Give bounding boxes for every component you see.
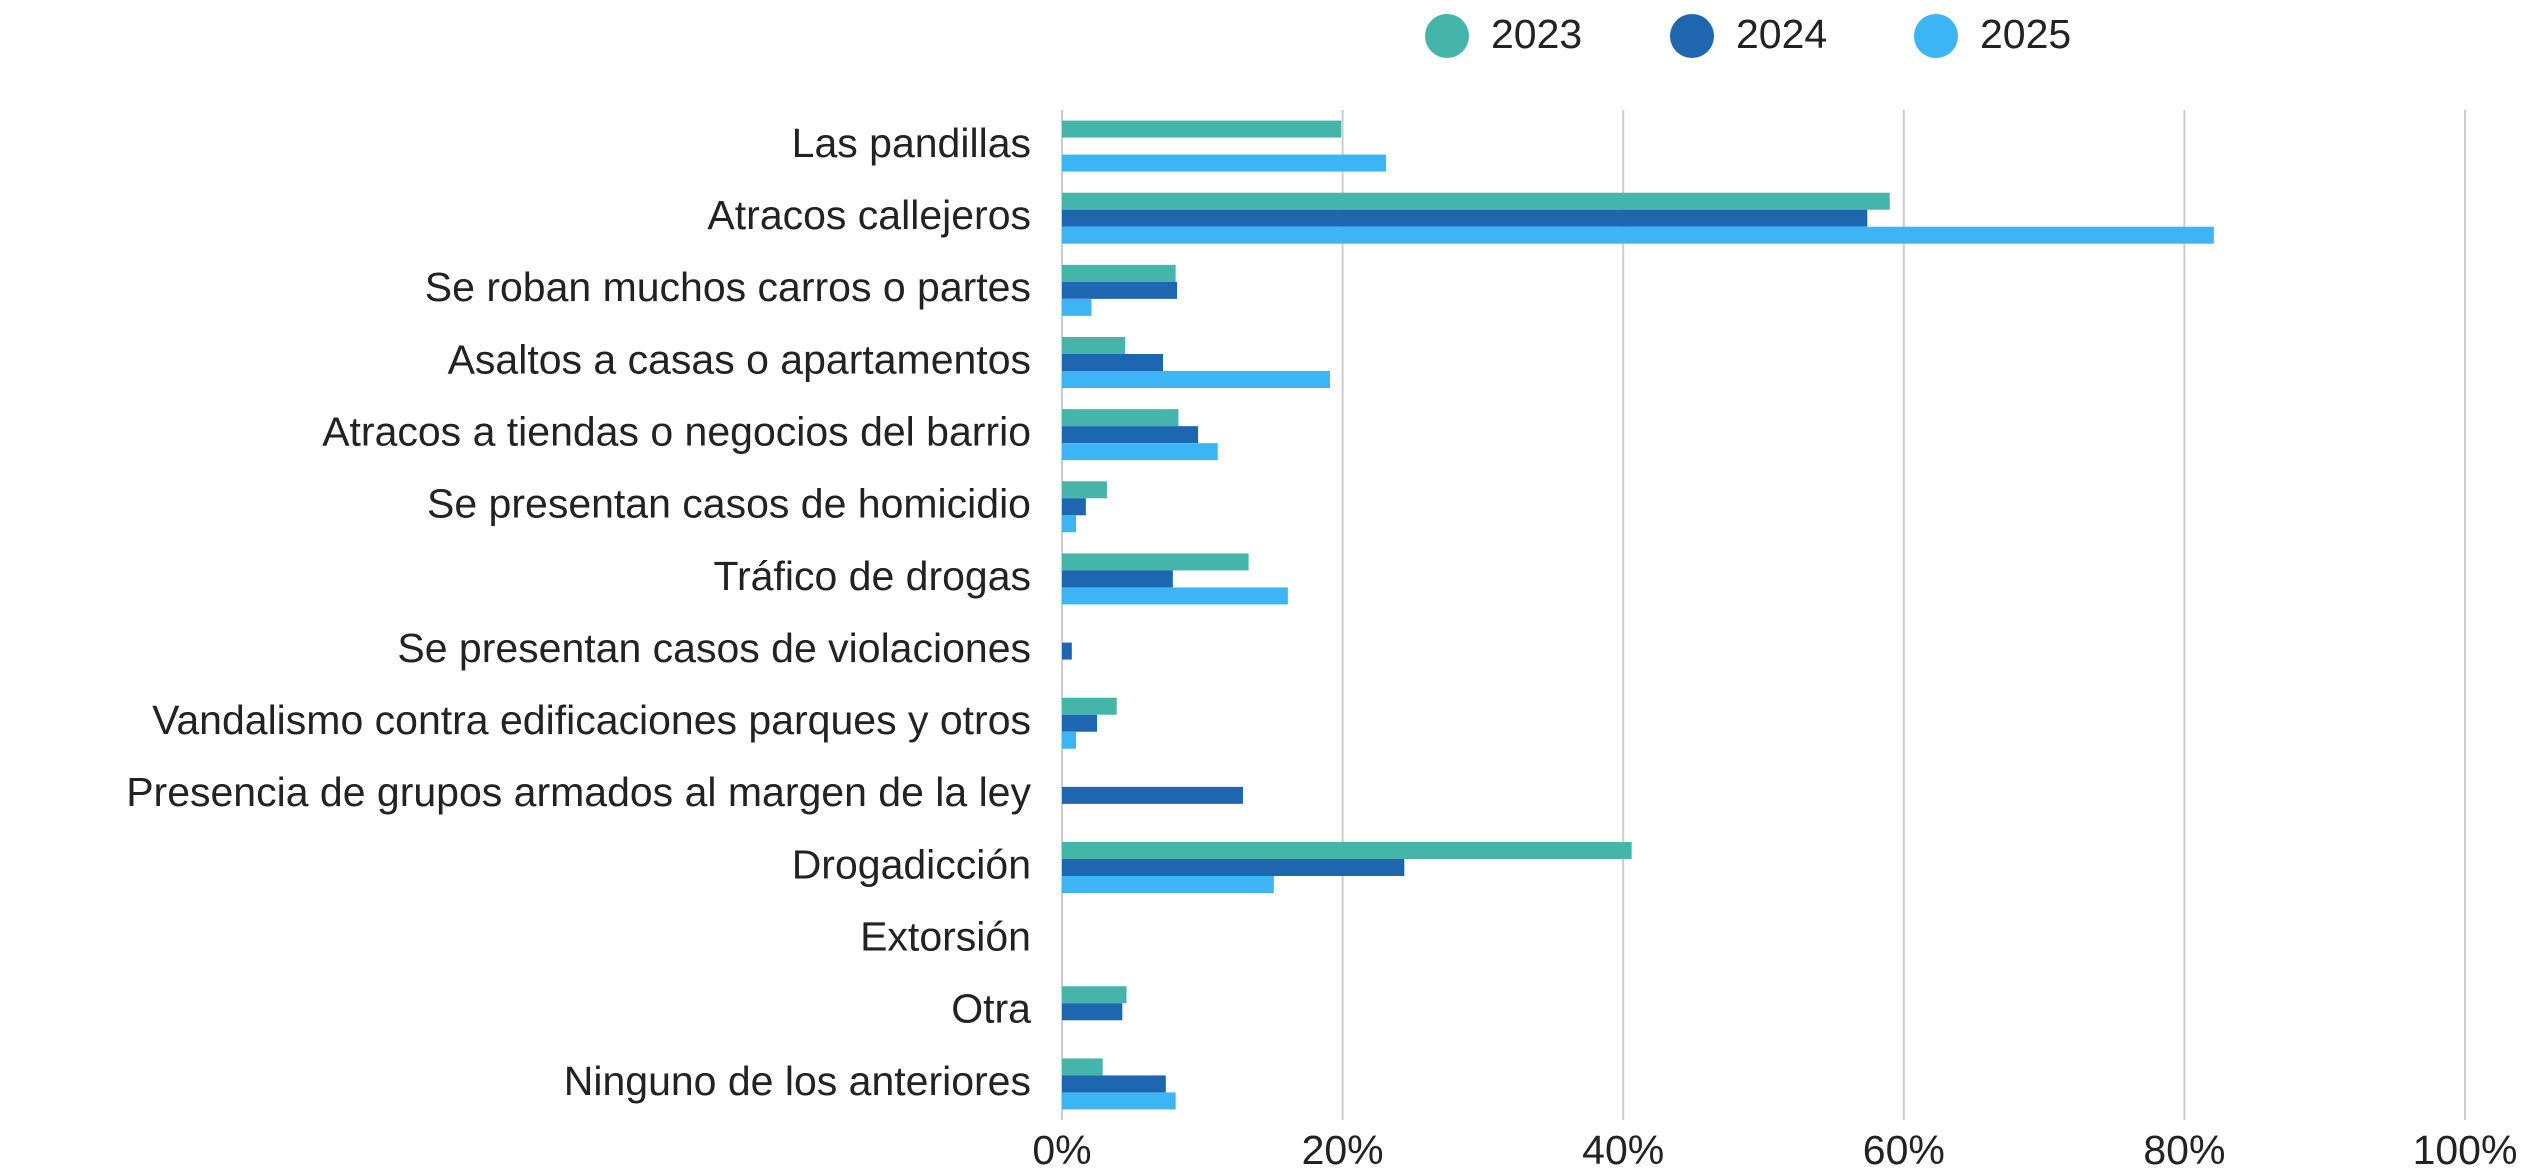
legend-swatch bbox=[1425, 14, 1469, 58]
y-tick-label: Otra bbox=[951, 986, 1031, 1032]
y-tick-label: Atracos a tiendas o negocios del barrio bbox=[322, 408, 1031, 454]
y-tick-label: Las pandillas bbox=[792, 120, 1031, 166]
bar bbox=[1062, 354, 1164, 371]
x-tick-label: 80% bbox=[2143, 1127, 2225, 1172]
y-tick-label: Drogadicción bbox=[792, 841, 1031, 887]
bar bbox=[1062, 642, 1072, 660]
legend-label: 2025 bbox=[1980, 11, 2071, 57]
bar bbox=[1062, 209, 1868, 227]
bar bbox=[1062, 714, 1098, 732]
bar bbox=[1062, 842, 1632, 859]
y-tick-label: Tráfico de drogas bbox=[713, 553, 1031, 599]
bar bbox=[1062, 876, 1274, 893]
bar bbox=[1062, 192, 1890, 210]
bar bbox=[1062, 443, 1218, 461]
bar bbox=[1062, 1075, 1166, 1093]
x-tick-label: 60% bbox=[1863, 1127, 1945, 1172]
y-tick-label: Extorsión bbox=[860, 913, 1031, 959]
bar bbox=[1062, 264, 1176, 282]
bar bbox=[1062, 1058, 1103, 1076]
y-tick-label: Vandalismo contra edificaciones parques … bbox=[152, 697, 1031, 743]
bar bbox=[1062, 226, 2214, 244]
y-tick-label: Presencia de grupos armados al margen de… bbox=[126, 769, 1031, 815]
bar bbox=[1062, 1003, 1123, 1021]
bar bbox=[1062, 587, 1288, 605]
legend-label: 2024 bbox=[1736, 11, 1827, 57]
y-tick-label: Asaltos a casas o apartamentos bbox=[448, 336, 1031, 382]
bar bbox=[1062, 154, 1387, 172]
bar bbox=[1062, 298, 1092, 316]
bar bbox=[1062, 515, 1077, 533]
x-tick-label: 20% bbox=[1302, 1127, 1384, 1172]
bar bbox=[1062, 731, 1077, 749]
legend-swatch bbox=[1914, 14, 1958, 58]
bar bbox=[1062, 553, 1249, 571]
bar bbox=[1062, 859, 1405, 876]
bar bbox=[1062, 986, 1127, 1004]
y-tick-label: Se presentan casos de violaciones bbox=[397, 625, 1031, 671]
x-tick-label: 40% bbox=[1582, 1127, 1664, 1172]
x-tick-label: 100% bbox=[2413, 1127, 2518, 1172]
y-tick-label: Se roban muchos carros o partes bbox=[425, 264, 1031, 310]
bar bbox=[1062, 786, 1243, 804]
y-tick-label: Atracos callejeros bbox=[707, 192, 1031, 238]
bar bbox=[1062, 426, 1199, 444]
bar bbox=[1062, 337, 1126, 354]
bar bbox=[1062, 120, 1342, 138]
legend-swatch bbox=[1670, 14, 1714, 58]
y-tick-label: Ninguno de los anteriores bbox=[564, 1058, 1031, 1104]
y-tick-label: Se presentan casos de homicidio bbox=[427, 481, 1031, 527]
bar bbox=[1062, 697, 1117, 715]
x-tick-label: 0% bbox=[1032, 1127, 1091, 1172]
bar bbox=[1062, 409, 1179, 427]
bar bbox=[1062, 1092, 1176, 1110]
bar bbox=[1062, 570, 1173, 588]
bar bbox=[1062, 281, 1178, 299]
legend-label: 2023 bbox=[1491, 11, 1582, 57]
bar bbox=[1062, 481, 1107, 499]
bar bbox=[1062, 498, 1086, 516]
bar bbox=[1062, 371, 1330, 388]
